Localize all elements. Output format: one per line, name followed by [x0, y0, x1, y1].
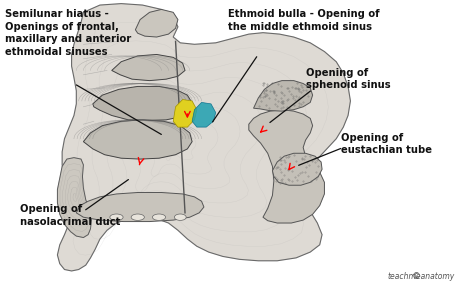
Ellipse shape: [153, 214, 165, 220]
Text: Opening of
sphenoid sinus: Opening of sphenoid sinus: [306, 67, 390, 90]
Polygon shape: [57, 4, 350, 271]
Polygon shape: [112, 54, 185, 81]
Text: teachmeanatomy: teachmeanatomy: [387, 272, 455, 281]
Text: Opening of
eustachian tube: Opening of eustachian tube: [341, 133, 432, 155]
Polygon shape: [76, 192, 204, 222]
Polygon shape: [173, 100, 197, 127]
Ellipse shape: [110, 214, 123, 220]
Ellipse shape: [131, 214, 145, 220]
Text: ©: ©: [412, 272, 421, 281]
Polygon shape: [249, 110, 324, 223]
Polygon shape: [192, 102, 216, 127]
Ellipse shape: [174, 214, 186, 220]
Polygon shape: [136, 9, 178, 37]
Text: Opening of
nasolacrimal duct: Opening of nasolacrimal duct: [19, 204, 120, 227]
Polygon shape: [83, 120, 192, 159]
Text: Ethmoid bulla - Opening of
the middle ethmoid sinus: Ethmoid bulla - Opening of the middle et…: [228, 9, 379, 32]
Polygon shape: [254, 81, 313, 111]
Polygon shape: [93, 86, 192, 120]
Polygon shape: [273, 153, 322, 185]
Text: Semilunar hiatus -
Openings of frontal,
maxillary and anterior
ethmoidal sinuses: Semilunar hiatus - Openings of frontal, …: [5, 9, 132, 57]
Polygon shape: [57, 158, 91, 238]
